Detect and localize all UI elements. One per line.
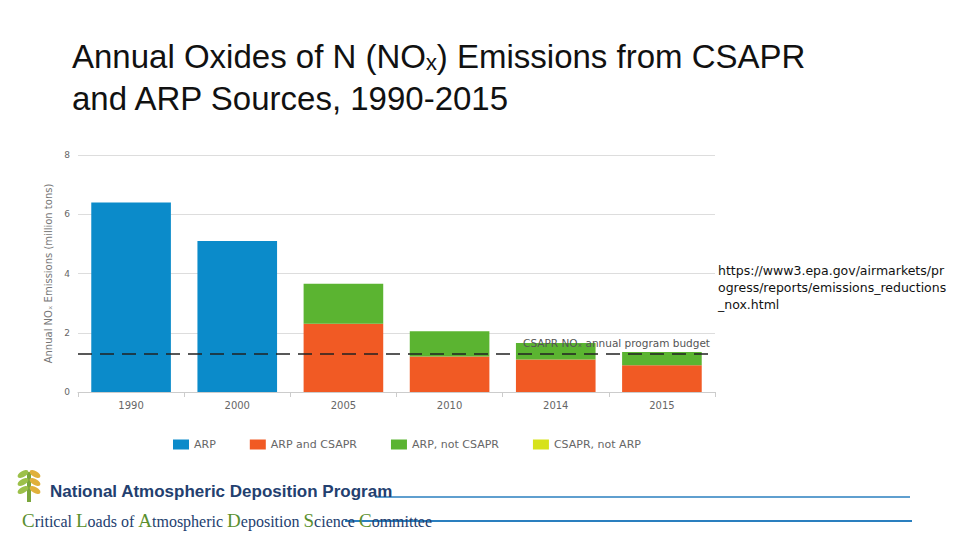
html-text:Annual Oxides of N (NOₓ) Emiss: Annual Oxides of N (NOₓ) Emissions from …: [72, 38, 806, 117]
svg-text:2005: 2005: [331, 400, 356, 411]
svg-text:0: 0: [64, 387, 70, 397]
svg-text:ARP, not CSAPR: ARP, not CSAPR: [412, 438, 499, 451]
svg-text:ARP and CSAPR: ARP and CSAPR: [271, 438, 358, 451]
svg-text:2014: 2014: [543, 400, 568, 411]
svg-text:6: 6: [64, 209, 70, 219]
svg-text:8: 8: [64, 150, 70, 160]
svg-text:Annual NOₓ Emissions (million: Annual NOₓ Emissions (million tons): [43, 184, 54, 364]
svg-text:2010: 2010: [437, 400, 462, 411]
svg-text:ARP: ARP: [194, 438, 216, 451]
html-text:https://www3.epa.gov/airmarket: https://www3.epa.gov/airmarkets/progress…: [718, 263, 947, 312]
svg-text:2000: 2000: [225, 400, 250, 411]
svg-text:2015: 2015: [649, 400, 674, 411]
svg-text:4: 4: [64, 269, 70, 279]
svg-text:CSAPR NOₓ annual program budge: CSAPR NOₓ annual program budget: [523, 337, 710, 349]
svg-text:CSAPR, not ARP: CSAPR, not ARP: [554, 438, 641, 451]
svg-text:2: 2: [64, 328, 70, 338]
html-text:Critical Loads of Atmospheric: Critical Loads of Atmospheric Deposition…: [22, 510, 433, 531]
html-text:National Atmospheric Depositio: National Atmospheric Deposition Program: [50, 482, 393, 501]
svg-text:1990: 1990: [118, 400, 143, 411]
